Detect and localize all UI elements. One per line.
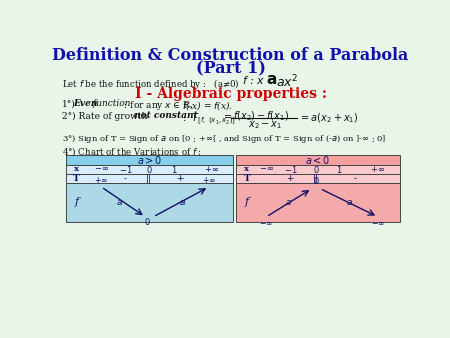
Text: $a<0$: $a<0$ (306, 153, 331, 166)
Text: Definition & Construction of a Parabola: Definition & Construction of a Parabola (53, 47, 409, 64)
Text: f: f (74, 197, 78, 207)
Text: $-1$: $-1$ (284, 164, 297, 175)
Text: a: a (117, 198, 122, 207)
Text: $+\infty$: $+\infty$ (202, 175, 216, 185)
Text: $x_2 - x_1$: $x_2 - x_1$ (248, 119, 283, 131)
Text: function: function (90, 99, 130, 108)
Text: Let $f$ be the function defined by :   (a≠0): Let $f$ be the function defined by : (a≠… (63, 77, 240, 91)
Text: T: T (243, 174, 250, 183)
Text: 1°): 1°) (63, 99, 76, 108)
Text: $a>0$: $a>0$ (136, 153, 162, 166)
Text: 4°) Chart of the Variations of $f$ :: 4°) Chart of the Variations of $f$ : (63, 145, 202, 158)
Text: ||: || (313, 174, 319, 183)
Text: a: a (346, 198, 352, 207)
Text: $-\infty$: $-\infty$ (259, 165, 274, 173)
Bar (66, 174, 233, 183)
Text: $f$(-x) = $f$(x).: $f$(-x) = $f$(x). (182, 99, 233, 112)
Text: f: f (245, 197, 249, 207)
Text: not constant: not constant (130, 112, 197, 120)
Text: ||: || (146, 174, 152, 183)
Text: $1$: $1$ (171, 164, 177, 175)
Text: $0$: $0$ (313, 164, 319, 175)
Text: $ax^2$: $ax^2$ (276, 74, 299, 90)
Text: 3°) Sign of T = Sign of $a$ on [0 ; +∞[ , and Sign of T = Sign of (-$a$) on ]-∞ : 3°) Sign of T = Sign of $a$ on [0 ; +∞[ … (63, 133, 387, 145)
Text: $-1$: $-1$ (119, 164, 133, 175)
Text: 0: 0 (313, 177, 319, 186)
Text: $-\infty$: $-\infty$ (371, 219, 385, 228)
Text: Even: Even (73, 99, 98, 108)
Text: $+\infty$: $+\infty$ (94, 175, 108, 185)
Text: x: x (244, 165, 249, 173)
Text: $-\infty$: $-\infty$ (259, 219, 273, 228)
Text: 0: 0 (144, 218, 149, 227)
Text: $=$: $=$ (222, 112, 233, 120)
Text: -: - (353, 174, 356, 183)
Text: a: a (180, 198, 185, 207)
Text: $f$ : $x$: $f$ : $x$ (242, 74, 266, 86)
Text: :  $T_{[f,\ (x_1,x_2)]}$: : $T_{[f,\ (x_1,x_2)]}$ (179, 112, 235, 127)
Text: x: x (74, 165, 79, 173)
Bar (236, 154, 400, 165)
Bar (66, 165, 233, 174)
Text: a: a (286, 198, 292, 207)
Bar (236, 183, 400, 221)
Text: $0$: $0$ (146, 164, 153, 175)
Text: +: + (287, 174, 294, 183)
Text: $-\infty$: $-\infty$ (94, 165, 109, 173)
Text: 2°) Rate of growth: 2°) Rate of growth (63, 112, 148, 121)
Text: +: + (176, 174, 184, 183)
Text: -: - (124, 174, 127, 183)
Text: T: T (73, 174, 80, 183)
Bar (236, 174, 400, 183)
Text: : for any $x$ ∈ R,: : for any $x$ ∈ R, (122, 99, 194, 112)
Text: $f(x_2) - f(x_1)$: $f(x_2) - f(x_1)$ (233, 110, 289, 123)
Bar (66, 183, 233, 221)
Text: $+\infty$: $+\infty$ (204, 164, 219, 174)
Bar (236, 165, 400, 174)
Text: $= a(x_2 + x_1)$: $= a(x_2 + x_1)$ (299, 112, 358, 125)
Text: (Part 1): (Part 1) (196, 61, 266, 78)
Text: $\mathbf{a}$: $\mathbf{a}$ (266, 73, 277, 87)
Text: $1$: $1$ (336, 164, 342, 175)
Bar (66, 154, 233, 165)
Text: $+\infty$: $+\infty$ (370, 164, 385, 174)
Text: I - Algebraic properties :: I - Algebraic properties : (135, 87, 327, 101)
